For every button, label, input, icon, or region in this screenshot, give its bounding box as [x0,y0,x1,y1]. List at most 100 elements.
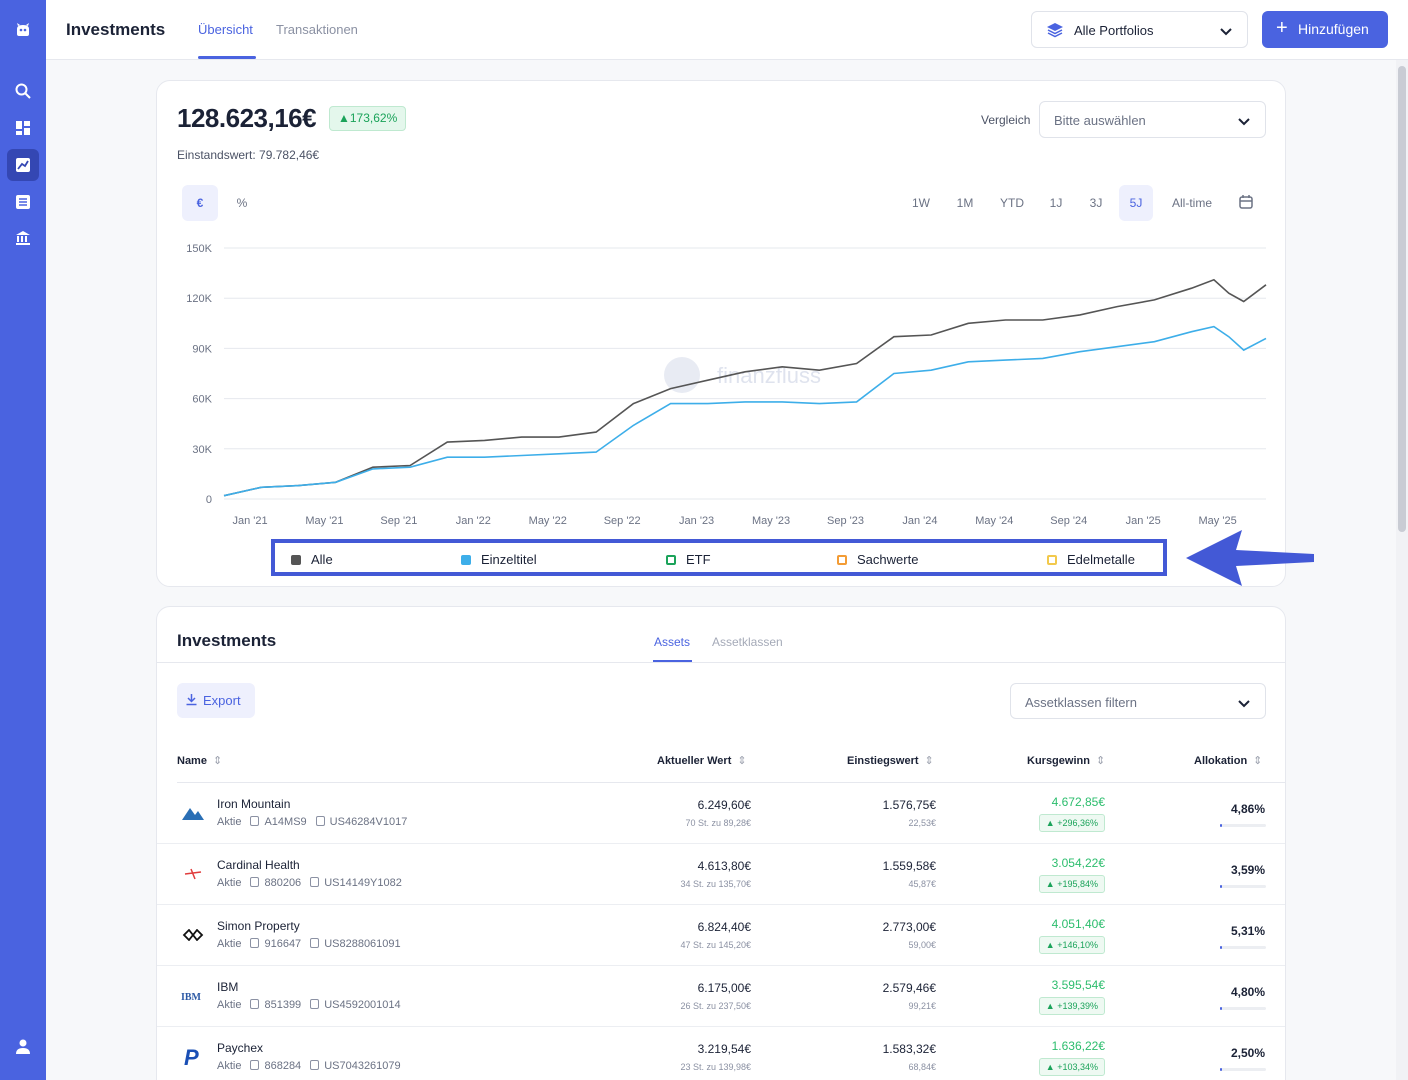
export-button[interactable]: Export [177,683,255,718]
x-tick-label: May '21 [305,515,343,527]
legend-item-einzeltitel[interactable]: Einzeltitel [461,552,537,567]
y-tick-label: 60K [192,394,212,406]
copy-icon[interactable] [250,816,260,826]
entry-value: 1.559,58€ [882,859,936,873]
allocation-bar-fill [1220,824,1223,827]
investments-card: Investments Assets Assetklassen Export A… [156,606,1286,1080]
current-value-detail: 47 St. zu 145,20€ [680,940,751,950]
y-tick-label: 0 [206,494,212,506]
assetklassen-filter-select[interactable]: Assetklassen filtern [1010,683,1266,719]
table-row[interactable]: Cardinal Health Aktie 880206 US14149Y1082 4.… [157,844,1285,905]
user-profile-icon[interactable] [7,1030,39,1062]
sort-icon: ⇕ [1095,755,1106,767]
x-tick-label: Jan '25 [1126,515,1161,527]
column-header-allokation[interactable]: Allokation ⇕ [1194,755,1263,767]
simon-property-logo-icon [181,923,205,947]
app-logo-icon[interactable] [7,14,39,46]
range-1m-button[interactable]: 1M [956,196,974,210]
x-tick-label: May '23 [752,515,790,527]
asset-name[interactable]: Paychex [217,1041,264,1055]
table-row[interactable]: Iron Mountain Aktie A14MS9 US46284V1017 6.24… [157,783,1285,844]
plus-icon: + [1276,17,1288,39]
legend-item-edelmetalle[interactable]: Edelmetalle [1047,552,1135,567]
change-badge: ▲173,62% [329,106,407,131]
x-tick-label: May '25 [1199,515,1237,527]
scrollbar-thumb[interactable] [1398,66,1406,532]
performance-card: 128.623,16€ ▲173,62% Einstandswert: 79.7… [156,80,1286,587]
allocation-bar-fill [1220,1068,1222,1071]
annotation-arrow-icon [1186,530,1314,586]
iron-mountain-logo-icon [181,801,205,825]
top-bar: Investments Übersicht Transaktionen Alle… [46,0,1408,60]
search-icon[interactable] [7,75,39,107]
column-header-name[interactable]: Name ⇕ [177,755,223,767]
range-5j-button[interactable]: 5J [1119,185,1153,221]
download-icon [185,693,198,709]
table-row[interactable]: IBM IBM Aktie 851399 US4592001014 6.175,00€ 26… [157,966,1285,1027]
legend-item-sachwerte[interactable]: Sachwerte [837,552,918,567]
range-alltime-button[interactable]: All-time [1171,196,1212,210]
column-header-einstiegswert[interactable]: Einstiegswert ⇕ [847,755,934,767]
x-tick-label: Jan '24 [902,515,937,527]
calendar-icon[interactable] [1238,194,1254,215]
table-row[interactable]: Simon Property Aktie 916647 US8288061091 6.8… [157,905,1285,966]
copy-icon[interactable] [250,877,260,887]
copy-icon[interactable] [250,938,260,948]
current-value: 3.219,54€ [697,1042,751,1056]
unit-euro-button[interactable]: € [182,185,218,221]
range-1j-button[interactable]: 1J [1049,196,1063,210]
active-tab-indicator [198,56,256,59]
copy-icon[interactable] [310,877,320,887]
tab-assets[interactable]: Assets [654,635,691,649]
asset-name[interactable]: IBM [217,980,239,994]
legend-item-etf[interactable]: ETF [666,552,711,567]
tab-assetklassen[interactable]: Assetklassen [712,635,783,649]
column-header-kursgewinn[interactable]: Kursgewinn ⇕ [1027,755,1106,767]
add-button[interactable]: + Hinzufügen [1262,11,1388,48]
sort-icon: ⇕ [737,755,747,767]
copy-icon[interactable] [315,816,325,826]
bank-icon[interactable] [7,222,39,254]
vergleich-select[interactable]: Bitte auswählen [1039,101,1266,138]
unit-percent-button[interactable]: % [236,196,248,210]
chevron-down-icon [1219,24,1233,42]
copy-icon[interactable] [310,1060,320,1070]
allocation-bar-fill [1220,885,1222,888]
allocation-value: 2,50% [1230,1046,1265,1060]
asset-meta: Aktie 880206 US14149Y1082 [217,877,402,889]
chevron-down-icon [1237,696,1251,714]
asset-name[interactable]: Iron Mountain [217,797,291,811]
range-1w-button[interactable]: 1W [912,196,930,210]
current-value: 4.613,80€ [697,859,751,873]
tab-uebersicht[interactable]: Übersicht [198,22,253,37]
copy-icon[interactable] [310,938,320,948]
copy-icon[interactable] [250,999,260,1009]
dashboard-icon[interactable] [7,112,39,144]
transactions-list-icon[interactable] [7,186,39,218]
gain-value: 3.054,22€ [1051,856,1105,870]
current-value: 6.824,40€ [697,920,751,934]
table-row[interactable]: P Paychex Aktie 868284 US7043261079 3.219,54€… [157,1027,1285,1080]
entry-value-detail: 45,87€ [908,879,936,889]
column-header-aktueller-wert[interactable]: Aktueller Wert ⇕ [657,755,747,767]
entry-value: 1.583,32€ [882,1042,936,1056]
asset-name[interactable]: Simon Property [217,919,300,933]
x-tick-label: Sep '24 [1050,515,1087,527]
copy-icon[interactable] [250,1060,260,1070]
performance-chart[interactable]: 150K 120K 90K 60K 30K 0 Jan '21 May '21 Sep '21 J… [157,231,1285,531]
portfolio-select[interactable]: Alle Portfolios [1031,11,1248,48]
page-title: Investments [66,20,166,39]
entry-value: 2.579,46€ [882,981,936,995]
entry-value: 1.576,75€ [882,798,936,812]
current-value-detail: 34 St. zu 135,70€ [680,879,751,889]
asset-name[interactable]: Cardinal Health [217,858,300,872]
copy-icon[interactable] [310,999,320,1009]
investments-chart-icon[interactable] [7,149,39,181]
legend-item-alle[interactable]: Alle [291,552,333,567]
gain-percent-badge: ▲ +296,36% [1038,814,1105,832]
gain-percent-badge: ▲ +146,10% [1038,936,1105,954]
range-ytd-button[interactable]: YTD [1000,196,1024,210]
tab-transaktionen[interactable]: Transaktionen [276,22,358,37]
range-3j-button[interactable]: 3J [1089,196,1103,210]
asset-meta: Aktie A14MS9 US46284V1017 [217,816,408,828]
